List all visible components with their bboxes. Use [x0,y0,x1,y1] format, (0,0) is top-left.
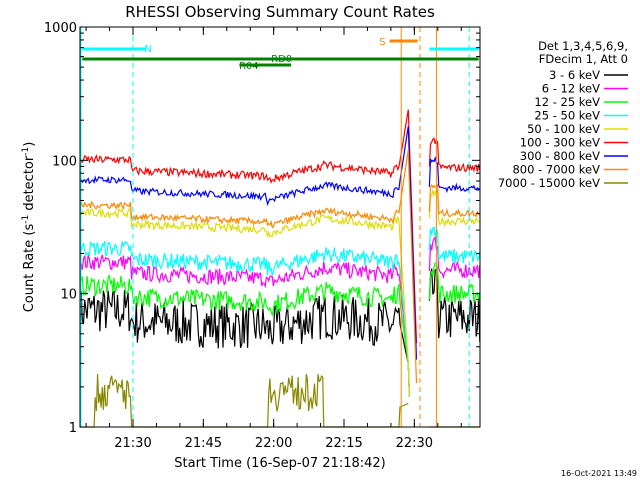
series-line-100-300kev [79,109,481,344]
legend-entry-12-25kev: 12 - 25 keV [534,95,600,109]
x-tick-label: 21:30 [114,436,151,451]
series-line-3-6kev [79,268,481,397]
y-tick-label: 100 [52,154,77,169]
legend-entry-6-12kev: 6 - 12 keV [542,82,600,96]
series-line-25-50kev [79,226,481,397]
legend-entry-3-6kev: 3 - 6 keV [549,68,600,82]
segment-label-s: S [379,37,385,48]
segment-label-rd0: RD0 [271,54,292,65]
x-tick-label: 22:15 [325,436,362,451]
y-tick-label: 10 [60,288,77,303]
series-line-12-25kev [79,261,481,397]
x-axis-label: Start Time (16-Sep-07 21:18:42) [174,456,385,471]
legend-entry-300-800kev: 300 - 800 keV [520,149,600,163]
legend-header-line-1: Det 1,3,4,5,6,9, [538,39,628,53]
plot-frame [79,26,481,428]
x-tick-label: 22:00 [255,436,292,451]
y-axis-label: Count Rate (s-1 detector-1) [21,142,37,313]
legend: Det 1,3,4,5,6,9, FDecim 1, Att 0 3 - 6 k… [498,39,628,190]
segment-bars: N S RD0 R04 [82,37,479,72]
segment-label-r04: R04 [239,61,259,72]
legend-entry-50-100kev: 50 - 100 keV [527,122,600,136]
footer-timestamp: 16-Oct-2021 13:49 [561,469,637,478]
y-axis-ticks: 1 10 100 1000 [44,21,480,436]
legend-entry-25-50kev: 25 - 50 keV [534,109,600,123]
legend-entry-800-7000kev: 800 - 7000 keV [512,163,600,177]
y-tick-label: 1000 [44,21,77,36]
legend-entry-7000-15000kev: 7000 - 15000 keV [498,176,600,190]
x-tick-label: 21:45 [185,436,222,451]
segment-label-n: N [144,44,151,55]
plot-area [79,27,481,428]
series-line-300-800kev [79,126,481,360]
x-axis-ticks: 21:30 21:45 22:00 22:15 22:30 [85,27,462,451]
y-tick-label: 1 [69,421,77,436]
legend-header-line-2: FDecim 1, Att 0 [539,52,628,66]
series-line-800-7000kev [79,149,481,384]
legend-entry-100-300kev: 100 - 300 keV [520,136,600,150]
chart-title: RHESSI Observing Summary Count Rates [125,3,435,21]
x-tick-label: 22:30 [396,436,433,451]
